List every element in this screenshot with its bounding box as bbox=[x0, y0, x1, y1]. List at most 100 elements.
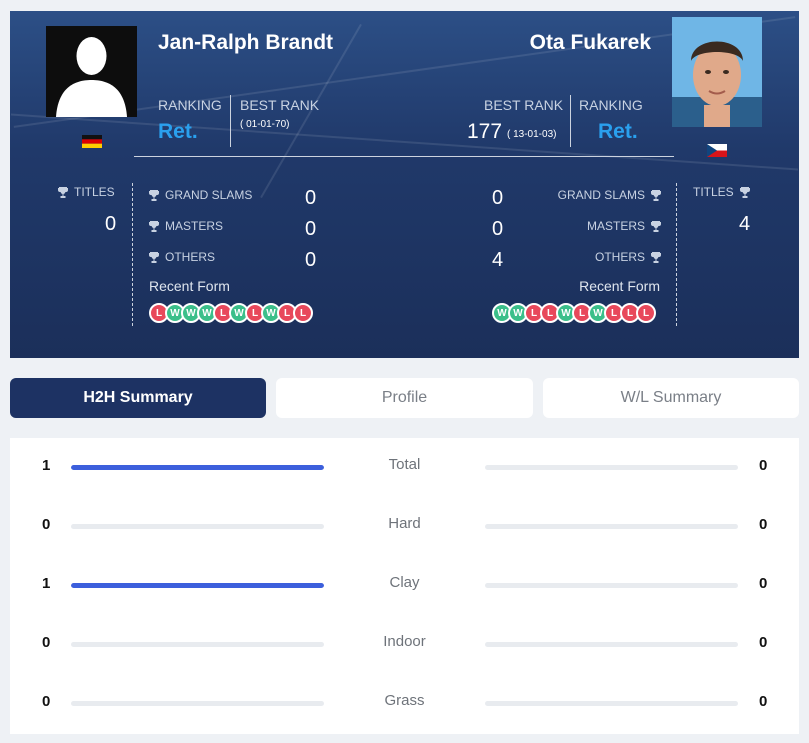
player-right-masters-value: 0 bbox=[492, 218, 504, 240]
grand-slams-label-text: GRAND SLAMS bbox=[557, 188, 645, 202]
form-win-badge: W bbox=[588, 303, 608, 323]
form-loss-badge: L bbox=[620, 303, 640, 323]
tab-profile[interactable]: Profile bbox=[276, 378, 533, 418]
h2h-right-bar bbox=[485, 465, 738, 470]
h2h-right-bar bbox=[485, 524, 738, 529]
player-right-grand-slams-label: GRAND SLAMS bbox=[558, 188, 661, 202]
player-right-others-value: 4 bbox=[492, 249, 504, 271]
h2h-left-value: 1 bbox=[42, 575, 51, 592]
divider bbox=[230, 95, 231, 147]
trophy-icon bbox=[149, 189, 159, 201]
h2h-row-grass: 0 Grass 0 bbox=[10, 688, 799, 718]
h2h-left-bar bbox=[71, 701, 324, 706]
trophy-icon bbox=[651, 251, 661, 263]
h2h-left-bar bbox=[71, 465, 324, 470]
h2h-right-value: 0 bbox=[759, 457, 768, 474]
germany-flag-icon bbox=[82, 135, 102, 148]
h2h-row-indoor: 0 Indoor 0 bbox=[10, 629, 799, 659]
h2h-right-value: 0 bbox=[759, 634, 768, 651]
titles-label-text: TITLES bbox=[74, 185, 115, 199]
h2h-left-bar-fill bbox=[71, 465, 324, 470]
trophy-icon bbox=[739, 186, 750, 198]
h2h-row-label: Indoor bbox=[383, 633, 426, 650]
player-left-grand-slams-value: 0 bbox=[305, 187, 317, 209]
player-left-best-rank-label: BEST RANK bbox=[240, 97, 320, 113]
h2h-right-bar bbox=[485, 642, 738, 647]
player-right-best-rank-value: 177 bbox=[467, 120, 503, 143]
player-right-titles-value: 4 bbox=[739, 213, 751, 235]
form-win-badge: W bbox=[165, 303, 185, 323]
tab-h2h-summary[interactable]: H2H Summary bbox=[10, 378, 266, 418]
trophy-icon bbox=[651, 220, 661, 232]
player-left-others-label: OTHERS bbox=[149, 250, 215, 264]
h2h-left-bar bbox=[71, 642, 324, 647]
player-right-others-label: OTHERS bbox=[595, 250, 661, 264]
player-right-best-rank-label: BEST RANK bbox=[484, 97, 564, 113]
h2h-left-value: 0 bbox=[42, 516, 51, 533]
player-right-titles-label: TITLES bbox=[693, 185, 750, 199]
czech-flag-icon bbox=[707, 144, 727, 157]
h2h-row-hard: 0 Hard 0 bbox=[10, 511, 799, 541]
player-left-titles-label: TITLES bbox=[58, 185, 115, 199]
form-loss-badge: L bbox=[277, 303, 297, 323]
h2h-row-clay: 1 Clay 0 bbox=[10, 570, 799, 600]
avatar-placeholder-icon bbox=[46, 26, 137, 117]
player-left-ranking-value: Ret. bbox=[158, 120, 198, 143]
h2h-left-bar bbox=[71, 583, 324, 588]
grand-slams-label-text: GRAND SLAMS bbox=[165, 188, 253, 202]
h2h-right-value: 0 bbox=[759, 516, 768, 533]
player-left-photo[interactable] bbox=[46, 26, 137, 117]
player-left-titles-value: 0 bbox=[105, 213, 117, 235]
h2h-right-value: 0 bbox=[759, 575, 768, 592]
h2h-row-label: Grass bbox=[384, 692, 425, 709]
divider bbox=[132, 183, 133, 326]
player-right-masters-label: MASTERS bbox=[587, 219, 661, 233]
tab-wl-summary[interactable]: W/L Summary bbox=[543, 378, 799, 418]
divider bbox=[570, 95, 571, 147]
player-right-recent-form-label: Recent Form bbox=[579, 278, 660, 294]
trophy-icon bbox=[149, 251, 159, 263]
player-right-ranking-value: Ret. bbox=[598, 120, 638, 143]
player-right-name[interactable]: Ota Fukarek bbox=[529, 31, 651, 54]
h2h-right-bar bbox=[485, 701, 738, 706]
trophy-icon bbox=[58, 186, 68, 198]
player-portrait-icon bbox=[672, 17, 762, 127]
h2h-row-label: Hard bbox=[388, 515, 421, 532]
player-left-ranking-label: RANKING bbox=[158, 97, 222, 113]
h2h-right-value: 0 bbox=[759, 693, 768, 710]
player-right-grand-slams-value: 0 bbox=[492, 187, 504, 209]
divider bbox=[676, 183, 677, 326]
form-win-badge: W bbox=[229, 303, 249, 323]
others-label-text: OTHERS bbox=[165, 250, 216, 264]
match-header: Jan-Ralph Brandt Ota Fukarek RANKING Ret… bbox=[10, 11, 799, 358]
player-left-masters-label: MASTERS bbox=[149, 219, 223, 233]
others-label-text: OTHERS bbox=[594, 250, 645, 264]
titles-label-text: TITLES bbox=[693, 185, 734, 199]
player-left-grand-slams-label: GRAND SLAMS bbox=[149, 188, 252, 202]
h2h-summary-panel: 1 Total 0 0 Hard 0 1 Clay 0 0 Indoor 0 0… bbox=[10, 438, 799, 734]
h2h-right-bar bbox=[485, 583, 738, 588]
player-left-others-value: 0 bbox=[305, 249, 317, 271]
h2h-row-label: Total bbox=[388, 456, 421, 473]
player-right-best-rank-date: ( 13-01-03) bbox=[507, 129, 557, 140]
h2h-row-total: 1 Total 0 bbox=[10, 452, 799, 482]
h2h-left-value: 0 bbox=[42, 693, 51, 710]
h2h-row-label: Clay bbox=[389, 574, 420, 591]
masters-label-text: MASTERS bbox=[165, 219, 224, 233]
player-right-photo[interactable] bbox=[672, 17, 762, 127]
h2h-left-bar-fill bbox=[71, 583, 324, 588]
form-loss-badge: L bbox=[293, 303, 313, 323]
player-left-masters-value: 0 bbox=[305, 218, 317, 240]
player-left-best-rank-date: ( 01-01-70) bbox=[240, 119, 290, 130]
player-left-name[interactable]: Jan-Ralph Brandt bbox=[158, 31, 334, 54]
h2h-left-bar bbox=[71, 524, 324, 529]
form-loss-badge: L bbox=[636, 303, 656, 323]
h2h-left-value: 0 bbox=[42, 634, 51, 651]
player-left-recent-form-label: Recent Form bbox=[149, 278, 230, 294]
h2h-left-value: 1 bbox=[42, 457, 51, 474]
masters-label-text: MASTERS bbox=[586, 219, 645, 233]
player-right-ranking-label: RANKING bbox=[579, 97, 643, 113]
header-divider bbox=[134, 156, 674, 157]
